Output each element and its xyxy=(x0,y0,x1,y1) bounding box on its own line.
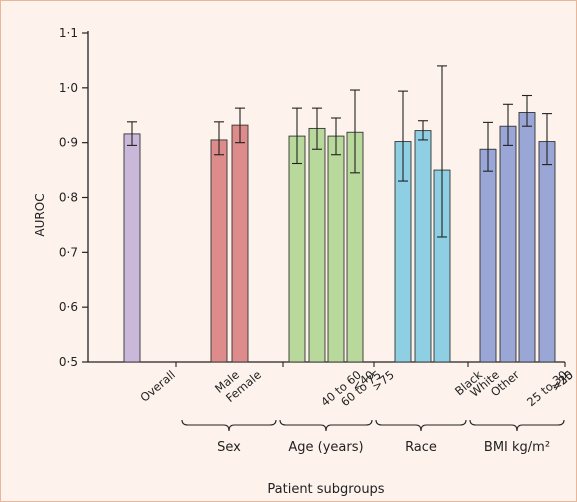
group-brace xyxy=(375,419,467,432)
group-label: Sex xyxy=(217,440,241,455)
x-tick-label: Overall xyxy=(137,368,177,405)
bar xyxy=(479,148,497,363)
y-tick-label: 0·8 xyxy=(59,191,78,205)
group-brace xyxy=(181,419,277,432)
bar xyxy=(231,124,249,363)
group-label: BMI kg/m² xyxy=(484,440,550,455)
bar xyxy=(499,125,517,363)
bar xyxy=(414,130,432,363)
y-tick-label: 0·7 xyxy=(59,245,78,259)
group-label: Race xyxy=(405,440,437,455)
y-tick-label: 1·1 xyxy=(59,26,78,40)
bar xyxy=(288,135,306,363)
x-axis-label: Patient subgroups xyxy=(267,482,384,497)
y-axis-label: AUROC xyxy=(33,193,47,236)
y-tick-label: 0·5 xyxy=(59,355,78,369)
bar xyxy=(210,139,228,363)
group-label: Age (years) xyxy=(288,440,363,455)
bar xyxy=(538,141,556,363)
y-tick-label: 0·9 xyxy=(59,136,78,150)
y-tick-label: 0·6 xyxy=(59,300,78,314)
bar xyxy=(518,112,536,363)
y-tick-label: 1·0 xyxy=(59,81,78,95)
bar xyxy=(327,135,345,363)
group-brace xyxy=(469,419,565,432)
group-brace xyxy=(279,419,373,432)
bar xyxy=(308,127,326,363)
bar xyxy=(123,133,141,363)
